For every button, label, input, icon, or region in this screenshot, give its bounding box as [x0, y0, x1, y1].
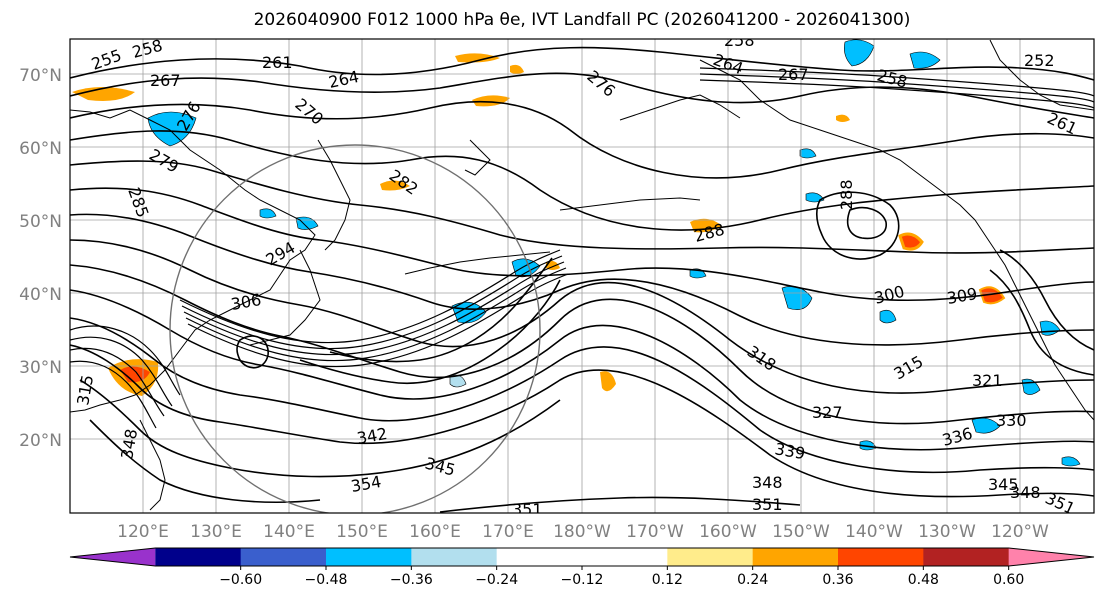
lon-label: 140°E: [263, 522, 315, 542]
contour-label: 267: [150, 71, 181, 90]
contour-label: 330: [996, 411, 1027, 430]
contour-label: 267: [778, 65, 809, 84]
map-frame: [69, 38, 1095, 514]
contour-label: 348: [1010, 483, 1041, 502]
lon-label: 150°W: [772, 522, 830, 542]
colorbar-tick-label: −0.48: [305, 572, 348, 588]
latitude-labels: 70°N 60°N 50°N 40°N 30°N 20°N: [19, 66, 62, 451]
colorbar-extend-low: [70, 548, 156, 566]
colorbar-segment: [155, 548, 242, 566]
contour-label: 252: [1024, 51, 1055, 70]
map-title: 2026040900 F012 1000 hPa θe, IVT Landfal…: [253, 10, 911, 30]
lat-label: 20°N: [19, 431, 62, 451]
contour-label: 258: [130, 36, 164, 62]
lon-label: 150°E: [336, 522, 388, 542]
contour-label: 288: [837, 179, 856, 210]
lat-label: 60°N: [19, 139, 62, 159]
colorbar-segment: [240, 548, 327, 566]
theta-e-contours: [70, 46, 1094, 513]
colorbar-segment: [923, 548, 1010, 566]
contour-label: 261: [262, 53, 293, 72]
map-content: 255 258 267 261 264 270 276 279 276 258 …: [70, 31, 1094, 519]
colorbar-segment: [838, 548, 924, 566]
lon-label: 130°W: [918, 522, 976, 542]
contour-label: 351: [752, 495, 783, 514]
longitude-labels: 120°E 130°E 140°E 150°E 160°E 170°E 180°…: [117, 522, 1049, 542]
colorbar-tick-label: −0.36: [390, 572, 433, 588]
lon-label: 170°W: [626, 522, 684, 542]
colorbar-tick-label: 0.48: [908, 572, 939, 588]
pc-shading: [72, 39, 1081, 467]
colorbar-segment: [667, 548, 754, 566]
colorbar-tick-label: −0.60: [219, 572, 262, 588]
colorbar-segment: [752, 548, 839, 566]
colorbar-extend-high: [1008, 548, 1094, 566]
colorbar-segment: [411, 548, 498, 566]
contour-label: 258: [724, 31, 755, 50]
lon-label: 180°W: [553, 522, 611, 542]
lon-label: 160°W: [699, 522, 757, 542]
lon-label: 170°E: [482, 522, 534, 542]
lon-label: 140°W: [845, 522, 903, 542]
colorbar-segment: [496, 548, 583, 566]
graticule: [70, 39, 1094, 513]
lat-label: 70°N: [19, 66, 62, 86]
lon-label: 130°E: [190, 522, 242, 542]
colorbar-segment: [326, 548, 412, 566]
contour-label: 321: [972, 371, 1003, 390]
colorbar-tick-label: 0.60: [993, 572, 1024, 588]
colorbar-tick-label: 0.12: [652, 572, 683, 588]
lon-label: 120°W: [991, 522, 1049, 542]
lon-label: 120°E: [117, 522, 169, 542]
colorbar-outline: [69, 547, 1095, 567]
colorbar-tick-label: 0.36: [822, 572, 853, 588]
contour-label: 351: [512, 500, 543, 519]
lon-label: 160°E: [409, 522, 461, 542]
colorbar-segment: [582, 548, 668, 566]
colorbar-tick-label: 0.24: [737, 572, 768, 588]
lat-label: 50°N: [19, 212, 62, 232]
contour-label: 345: [988, 475, 1019, 494]
colorbar-ticks: −0.60 −0.48 −0.36 −0.24 −0.12 0.12 0.24 0.36 0.4…: [219, 566, 1024, 588]
contour-label: 348: [752, 473, 783, 492]
region-circle: [169, 144, 541, 513]
colorbar: [69, 547, 1095, 567]
jet-contours: [70, 67, 1094, 429]
contour-label: 327: [812, 403, 843, 422]
lat-label: 40°N: [19, 285, 62, 305]
colorbar-tick-label: −0.12: [561, 572, 604, 588]
lat-label: 30°N: [19, 358, 62, 378]
colorbar-tick-label: −0.24: [475, 572, 518, 588]
coastlines: [70, 39, 1094, 511]
